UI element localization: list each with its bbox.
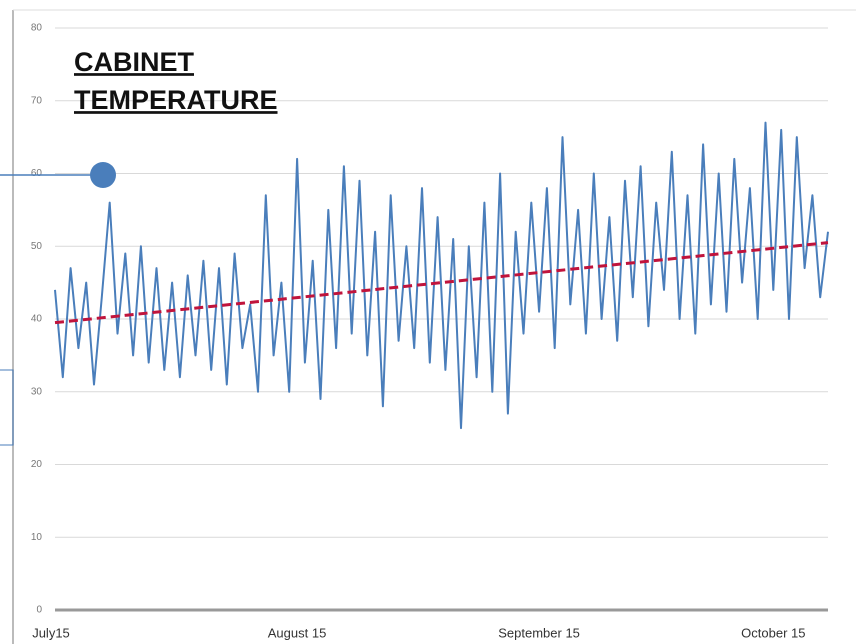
y-tick-label: 20 [31, 459, 43, 470]
y-tick-label: 80 [31, 23, 43, 34]
y-tick-label: 30 [31, 386, 43, 397]
x-tick-label: October 15 [741, 625, 805, 640]
y-tick-label: 10 [31, 532, 43, 543]
y-tick-label: 60 [31, 168, 43, 179]
y-tick-label: 50 [31, 241, 43, 252]
y-tick-label: 40 [31, 314, 43, 325]
x-tick-label: September 15 [498, 625, 580, 640]
x-tick-label: July15 [32, 625, 70, 640]
trend-line [54, 241, 829, 325]
y-tick-label: 70 [31, 95, 43, 106]
selection-box [0, 369, 14, 446]
chart-title: CABINET [74, 47, 195, 77]
data-line [54, 121, 829, 430]
callout-dot [90, 162, 116, 188]
plot-area: 0 10 20 30 40 50 60 70 80 July15 August 15 Septembe… [31, 23, 829, 640]
y-tick-label: 0 [36, 605, 42, 616]
chart-title: TEMPERATURE [74, 85, 278, 115]
x-tick-label: August 15 [268, 625, 327, 640]
